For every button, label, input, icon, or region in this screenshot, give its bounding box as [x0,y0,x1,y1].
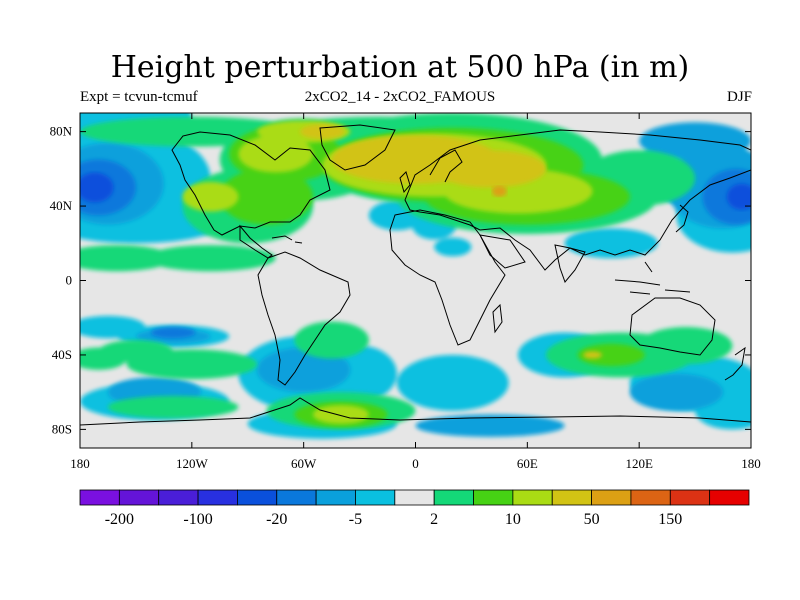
comparison-label: 2xCO2_14 - 2xCO2_FAMOUS [304,89,496,105]
contour-region [639,122,751,160]
coastline-greenland [319,124,396,171]
contour-region [80,245,174,272]
coastline-africa [389,209,506,346]
contour-region [312,405,369,424]
lon-tick-label: 60E [517,456,538,471]
coastline-north-america [171,131,331,236]
contour-region [294,321,369,359]
lat-tick-label: 80N [50,124,73,139]
colorbar-label: -200 [105,511,134,528]
contour-region [145,245,276,272]
contour-level-8 [491,185,507,197]
coastline-indonesia [614,261,691,295]
contour-region [491,185,507,197]
contour-region [434,237,472,257]
contour-region [238,135,313,173]
colorbar-label: 10 [505,511,521,528]
experiment-label: Expt = tcvun-tcmuf [80,89,198,105]
contour-region [639,327,733,365]
colorbar-swatch [276,489,317,506]
contour-region [396,354,509,411]
coastlines [80,124,751,426]
colorbar-swatch [630,489,671,506]
coastline-india [554,244,586,283]
contour-region [415,414,565,437]
coastline-antarctica [80,397,751,426]
lat-tick-label: 0 [66,273,73,288]
lon-tick-label: 120E [625,456,653,471]
colorbar-swatch [197,489,238,506]
lat-tick-label: 40N [50,198,73,213]
contour-region [219,168,313,225]
coastline-japan [675,204,689,233]
contour-region [107,395,239,419]
coastline-caribbean [271,235,303,244]
lat-tick-label: 40S [52,347,72,362]
coastline-madagascar [492,303,503,334]
lon-tick-label: 0 [412,456,419,471]
coastline-south-america [257,251,351,386]
contour-region [583,351,602,359]
colorbar-label: 150 [658,511,682,528]
colorbar-swatch [315,489,356,506]
colorbar: -200 -100 -20 -5 2 10 50 150 [79,489,750,528]
colorbar-swatch [158,489,199,506]
colorbar-label: -20 [266,511,287,528]
coastline-uk [399,171,411,194]
colorbar-label: -100 [183,511,212,528]
contour-region [80,172,114,203]
contour-region [80,347,127,370]
colorbar-swatch [473,489,514,506]
season-label: DJF [726,89,752,105]
colorbar-swatch [79,489,120,506]
lon-tick-label: 180 [70,456,90,471]
contour-region [564,228,658,259]
colorbar-swatch [512,489,553,506]
colorbar-swatch [709,489,750,506]
coastline-australia [629,297,716,356]
map-axes: 80N 40N 0 40S 80S 180 120W 60W 0 60E 120E 180 [50,113,761,471]
chart-title: Height perturbation at 500 hPa (in m) [110,50,690,85]
contour-region [577,343,645,367]
lon-tick-label: 120W [176,456,209,471]
colorbar-swatch [669,489,711,506]
contour-region [299,124,345,140]
colorbar-swatch [394,489,435,506]
lon-tick-label: 60W [291,456,317,471]
colorbar-swatch [237,489,278,506]
coastline-eurasia [404,129,751,271]
colorbar-label: 2 [430,511,438,528]
contour-level-3 [80,172,751,210]
coastline-scandinavia [429,149,463,183]
colorbar-swatch [355,489,396,506]
contour-region [182,181,239,212]
coastline-arabia [479,234,526,269]
colorbar-swatch [433,489,474,506]
contour-region [434,150,546,188]
colorbar-swatch [551,489,592,506]
contour-region [726,183,751,210]
coastline-new-zealand [724,346,746,381]
colorbar-swatch [591,489,632,506]
lon-tick-label: 180 [741,456,761,471]
coastline-central-america [239,224,273,259]
contour-region [629,373,724,411]
lat-tick-label: 80S [52,421,72,436]
contour-region [150,327,196,339]
colorbar-label: 50 [584,511,600,528]
contour-region [257,347,351,393]
colorbar-swatch [118,489,160,506]
colorbar-label: -5 [349,511,362,528]
